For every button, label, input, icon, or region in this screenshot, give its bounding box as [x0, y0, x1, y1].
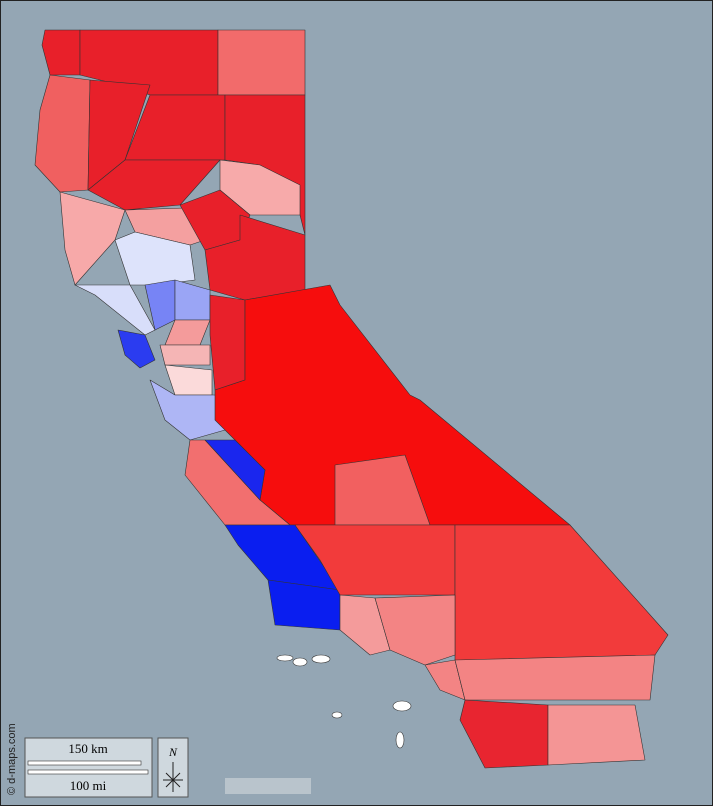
county	[159, 344, 211, 366]
county	[87, 159, 221, 211]
county	[74, 284, 156, 336]
scale-mi: 100 mi	[70, 778, 107, 793]
island	[392, 700, 412, 712]
island	[311, 654, 331, 664]
compass-rose	[163, 762, 183, 792]
county	[294, 524, 456, 596]
county	[454, 654, 656, 701]
scale-box	[24, 737, 153, 798]
county	[209, 294, 246, 391]
county	[374, 594, 456, 666]
county	[217, 29, 306, 96]
county	[124, 207, 206, 246]
counties	[34, 29, 669, 769]
county	[339, 594, 391, 656]
county	[204, 439, 266, 501]
scale-bar	[27, 769, 149, 775]
county	[204, 214, 306, 301]
credit: © d-maps.com	[6, 723, 18, 795]
island	[292, 657, 308, 667]
island	[395, 731, 405, 749]
watermark	[225, 778, 311, 794]
compass-box	[157, 737, 189, 798]
county	[117, 329, 156, 369]
island	[331, 711, 343, 719]
scale-km: 150 km	[68, 741, 107, 756]
island	[276, 654, 294, 662]
county	[547, 704, 646, 766]
islands	[276, 654, 412, 749]
county	[41, 29, 81, 76]
compass-label: N	[168, 745, 178, 759]
county	[459, 699, 549, 769]
county	[59, 191, 126, 286]
scale-bar	[27, 760, 142, 766]
